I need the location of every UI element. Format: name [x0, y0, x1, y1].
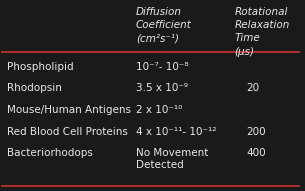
Text: 10⁻⁷- 10⁻⁸: 10⁻⁷- 10⁻⁸	[136, 62, 188, 72]
Text: Phospholipid: Phospholipid	[7, 62, 74, 72]
Text: Red Blood Cell Proteins: Red Blood Cell Proteins	[7, 127, 128, 137]
Text: Rhodopsin: Rhodopsin	[7, 83, 62, 93]
Text: Rotational
Relaxation
Time
(μs): Rotational Relaxation Time (μs)	[235, 7, 290, 57]
Text: Diffusion
Coefficient
(cm²s⁻¹): Diffusion Coefficient (cm²s⁻¹)	[136, 7, 192, 43]
Text: 200: 200	[246, 127, 266, 137]
Text: No Movement: No Movement	[136, 148, 208, 158]
Text: Bacteriorhodops: Bacteriorhodops	[7, 148, 93, 158]
Text: 400: 400	[246, 148, 266, 158]
Text: Detected: Detected	[136, 160, 184, 170]
Text: 20: 20	[246, 83, 260, 93]
Text: 2 x 10⁻¹⁰: 2 x 10⁻¹⁰	[136, 105, 182, 115]
Text: 4 x 10⁻¹¹- 10⁻¹²: 4 x 10⁻¹¹- 10⁻¹²	[136, 127, 216, 137]
Text: 3.5 x 10⁻⁹: 3.5 x 10⁻⁹	[136, 83, 188, 93]
Text: Mouse/Human Antigens: Mouse/Human Antigens	[7, 105, 131, 115]
